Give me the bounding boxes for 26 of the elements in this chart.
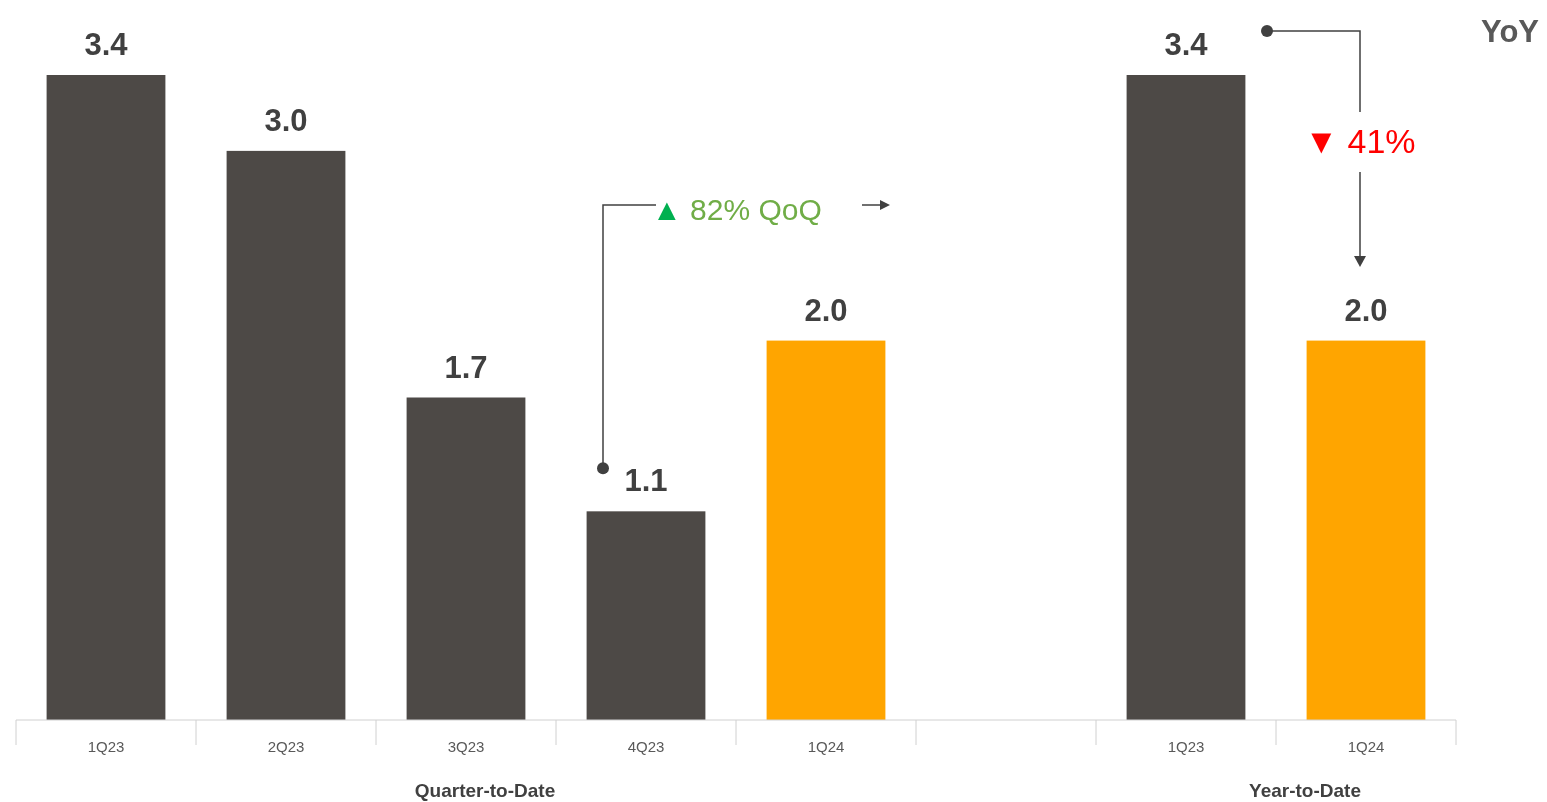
text: YoY (1481, 14, 1540, 49)
data-label: 2.0 (804, 292, 848, 328)
bar (766, 340, 886, 720)
x-tick-label: 4Q23 (627, 737, 665, 755)
annotation: ▼ 41% (1304, 122, 1416, 160)
x-tick-label: 2Q23 (267, 737, 305, 755)
data-label: 3.4 (1164, 27, 1209, 62)
text: Quarter-to-Date (414, 780, 556, 801)
bar (1126, 75, 1246, 720)
bar (586, 511, 706, 720)
data-label: 1.7 (444, 349, 488, 385)
data-label: 2.0 (1344, 292, 1388, 328)
bar (1306, 340, 1426, 720)
x-tick-label: 1Q23 (87, 737, 125, 755)
x-tick-label: 1Q24 (1347, 737, 1385, 755)
annotation: ▲ 82% QoQ (652, 193, 822, 226)
bar (46, 75, 166, 720)
x-tick-label: 1Q24 (807, 737, 845, 755)
data-label: 3.4 (84, 27, 129, 62)
bar (406, 397, 526, 720)
text: Year-to-Date (1249, 780, 1361, 801)
data-label: 3.0 (264, 102, 308, 138)
x-tick-label: 1Q23 (1167, 737, 1205, 755)
bar (226, 150, 346, 720)
data-label: 1.1 (624, 463, 668, 499)
x-tick-label: 3Q23 (447, 737, 485, 755)
